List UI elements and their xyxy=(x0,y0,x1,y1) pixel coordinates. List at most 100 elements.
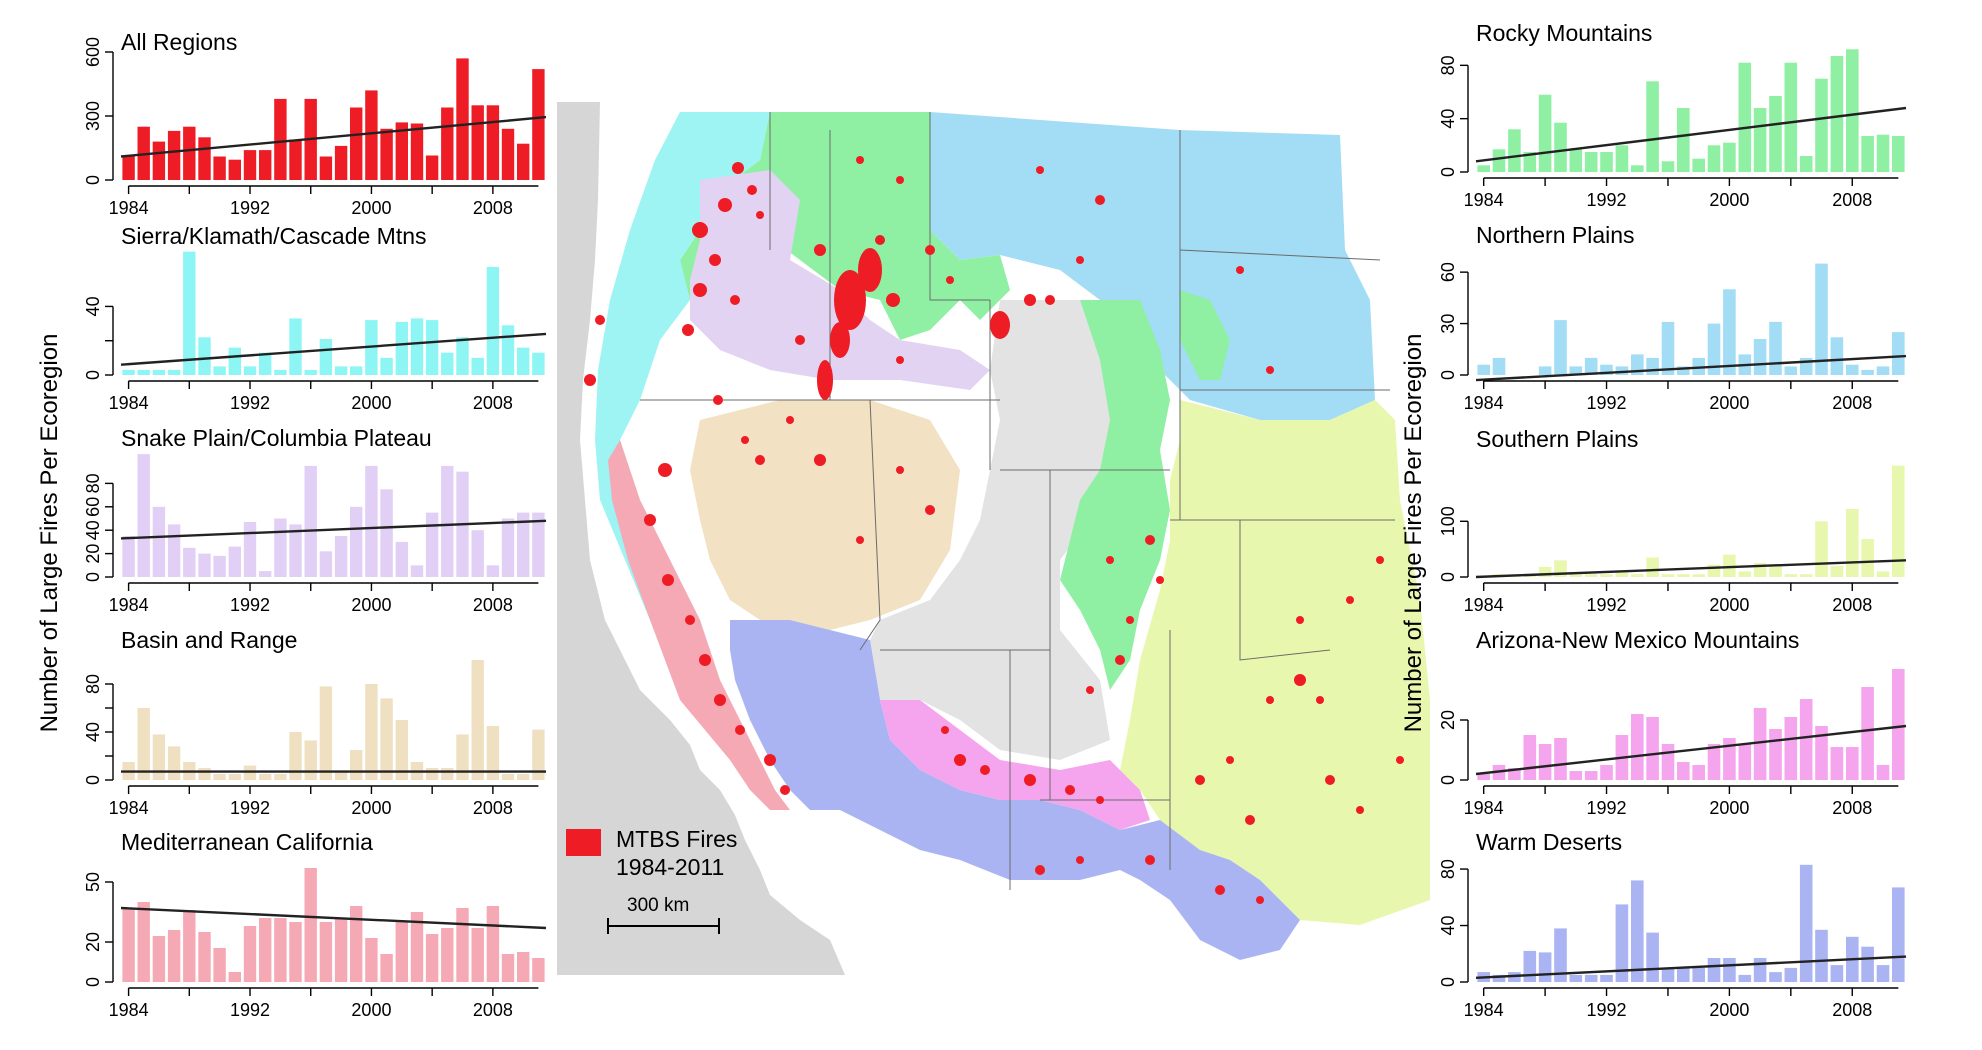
x-tick-label: 2008 xyxy=(473,393,513,413)
bar xyxy=(1723,958,1736,982)
bar xyxy=(1584,974,1598,982)
y-tick-label: 40 xyxy=(83,296,103,316)
scale-bar xyxy=(607,918,720,934)
bar xyxy=(1707,323,1721,375)
bar xyxy=(183,547,196,578)
y-tick-label: 100 xyxy=(1438,506,1458,536)
bar xyxy=(259,918,272,982)
bar xyxy=(243,366,257,375)
bar xyxy=(183,126,196,180)
y-tick-label: 60 xyxy=(1438,262,1458,282)
bar xyxy=(1861,687,1874,780)
bar xyxy=(137,454,150,577)
bar xyxy=(1784,366,1798,375)
bar xyxy=(1646,717,1659,780)
bar xyxy=(304,369,317,375)
bar xyxy=(1738,744,1752,780)
bar xyxy=(1538,744,1552,780)
x-tick-label: 1984 xyxy=(109,198,149,218)
bar xyxy=(334,145,348,180)
bar xyxy=(1784,717,1798,780)
x-tick-label: 1992 xyxy=(230,1000,270,1020)
bar xyxy=(1554,320,1567,375)
bar xyxy=(1876,134,1890,172)
bar xyxy=(1661,161,1675,172)
bar xyxy=(1799,699,1813,780)
bar xyxy=(304,740,317,780)
y-tick-label: 600 xyxy=(83,37,103,67)
x-tick-label: 2008 xyxy=(1832,595,1872,615)
panel-mediterranean-california: Mediterranean California 0 20 50 1984 1992 200… xyxy=(83,829,547,1020)
bar xyxy=(289,139,302,180)
y-tick-label: 60 xyxy=(83,497,103,517)
y-tick-label: 40 xyxy=(1438,916,1458,936)
bar xyxy=(365,684,378,780)
bar xyxy=(1554,122,1567,172)
bar xyxy=(1892,669,1905,780)
fire-patches xyxy=(584,156,1404,904)
bar xyxy=(319,922,333,982)
bar xyxy=(289,318,302,375)
bar xyxy=(319,156,333,180)
y-tick-label: 0 xyxy=(83,572,103,582)
bar xyxy=(1846,364,1859,375)
x-tick-label: 1984 xyxy=(1464,798,1504,818)
bar xyxy=(1753,339,1767,375)
y-tick-label: 80 xyxy=(1438,55,1458,75)
bar xyxy=(1584,152,1598,172)
bar xyxy=(517,347,530,375)
bar xyxy=(1538,952,1552,982)
bar xyxy=(501,325,515,375)
bar xyxy=(1661,574,1675,577)
x-tick-label: 2000 xyxy=(351,393,391,413)
bar xyxy=(152,936,166,982)
region-warm-deserts xyxy=(730,620,1300,960)
panel-title: Sierra/Klamath/Cascade Mtns xyxy=(121,223,427,249)
bar xyxy=(213,555,226,577)
bar xyxy=(243,150,257,180)
bar xyxy=(350,506,363,577)
bar xyxy=(1615,145,1629,172)
x-tick-label: 2000 xyxy=(1709,798,1749,818)
legend-fire-swatch xyxy=(566,829,601,856)
x-tick-label: 2008 xyxy=(473,1000,513,1020)
y-tick-label: 0 xyxy=(1438,167,1458,177)
bar xyxy=(1631,165,1644,172)
bar xyxy=(1523,735,1537,780)
bar xyxy=(167,369,181,375)
bar xyxy=(1830,337,1844,375)
bar xyxy=(198,932,211,982)
bar xyxy=(1538,94,1552,172)
bar xyxy=(350,107,363,180)
bar xyxy=(1892,332,1905,375)
bar xyxy=(365,90,378,180)
bar xyxy=(1692,158,1705,172)
panel-southern-plains: Southern Plains 0 100 1984 1992 2000 2008 xyxy=(1438,426,1907,615)
bar xyxy=(410,912,424,982)
y-tick-label: 80 xyxy=(83,473,103,493)
bar xyxy=(243,522,257,577)
bar xyxy=(167,930,181,982)
panel-title: Northern Plains xyxy=(1476,222,1635,248)
bar xyxy=(1523,152,1537,172)
bar xyxy=(1876,765,1890,780)
y-tick-label: 40 xyxy=(1438,109,1458,129)
bar xyxy=(1600,574,1613,577)
bar xyxy=(365,465,378,577)
y-tick-label: 0 xyxy=(83,977,103,987)
bar xyxy=(1554,928,1567,982)
region-rocky-mountains-east xyxy=(1180,290,1230,380)
bar xyxy=(425,155,439,180)
bar xyxy=(456,58,469,180)
bar xyxy=(1677,366,1690,375)
bar xyxy=(198,137,211,180)
bar xyxy=(274,369,287,375)
bar xyxy=(1677,108,1690,172)
bar xyxy=(1677,762,1690,780)
bar xyxy=(1677,574,1690,577)
bar xyxy=(441,768,454,780)
bar xyxy=(1769,972,1782,982)
y-tick-label: 30 xyxy=(1438,314,1458,334)
bar xyxy=(517,952,530,982)
